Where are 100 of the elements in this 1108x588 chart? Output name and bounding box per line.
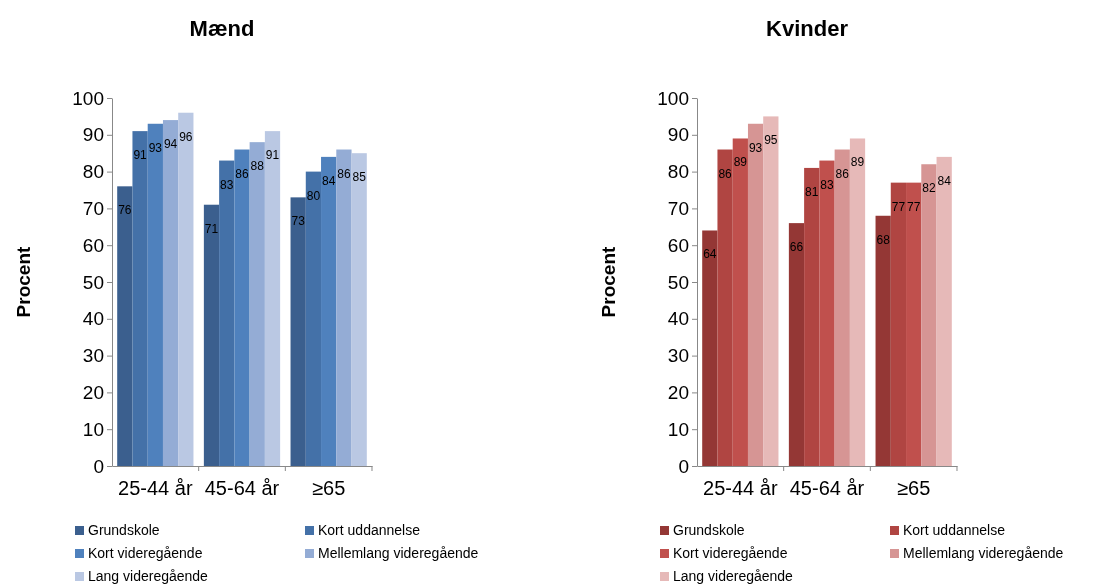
data-label: 86 bbox=[835, 166, 850, 181]
bar bbox=[203, 204, 220, 466]
bar bbox=[147, 123, 163, 466]
y-axis-title: Procent bbox=[13, 245, 34, 318]
data-label: 68 bbox=[876, 232, 891, 247]
data-label: 88 bbox=[250, 159, 265, 174]
data-label: 80 bbox=[306, 188, 321, 203]
data-label: 86 bbox=[718, 166, 733, 181]
bar bbox=[717, 149, 733, 466]
chart-title: Mænd bbox=[189, 16, 255, 41]
data-label: 96 bbox=[179, 129, 193, 144]
data-label: 82 bbox=[922, 181, 936, 196]
x-tick-label: 45-64 år bbox=[204, 477, 280, 499]
data-label: 89 bbox=[733, 155, 748, 170]
y-axis-title: Procent bbox=[598, 245, 619, 318]
x-tick-label: 25-44 år bbox=[118, 477, 193, 499]
y-tick-label: 20 bbox=[667, 381, 689, 403]
y-tick-label: 20 bbox=[82, 381, 104, 403]
bar bbox=[234, 149, 250, 466]
bar bbox=[936, 156, 952, 466]
bar bbox=[702, 230, 718, 466]
data-label: 91 bbox=[133, 148, 148, 163]
bar bbox=[906, 182, 922, 466]
legend-label: Kort uddannelse bbox=[318, 522, 421, 538]
data-label: 86 bbox=[337, 166, 351, 181]
data-label: 71 bbox=[204, 221, 219, 236]
y-tick-label: 10 bbox=[667, 418, 689, 440]
data-label: 83 bbox=[220, 177, 234, 192]
bar bbox=[921, 164, 937, 466]
bar bbox=[804, 167, 820, 466]
bar bbox=[747, 123, 764, 466]
y-tick-label: 80 bbox=[82, 161, 104, 183]
data-label: 77 bbox=[906, 199, 921, 214]
y-tick-label: 30 bbox=[82, 345, 104, 367]
y-tick-label: 40 bbox=[667, 308, 689, 330]
data-label: 89 bbox=[850, 155, 865, 170]
data-label: 94 bbox=[163, 137, 178, 152]
bar bbox=[162, 120, 179, 466]
y-tick-label: 40 bbox=[82, 308, 104, 330]
y-tick-label: 80 bbox=[667, 161, 689, 183]
y-tick-label: 10 bbox=[82, 418, 104, 440]
data-label: 95 bbox=[764, 133, 778, 148]
y-tick-label: 90 bbox=[82, 124, 104, 146]
data-label: 84 bbox=[321, 173, 336, 188]
legend-label: Lang videregående bbox=[673, 568, 794, 584]
data-label: 77 bbox=[891, 199, 906, 214]
bar bbox=[875, 215, 891, 466]
legend-label: Kort uddannelse bbox=[903, 522, 1006, 538]
bar bbox=[305, 171, 322, 466]
legend-label: Kort videregående bbox=[673, 545, 788, 561]
legend-label: Lang videregående bbox=[88, 568, 209, 584]
bar bbox=[834, 149, 850, 466]
y-tick-label: 30 bbox=[667, 345, 689, 367]
data-label: 83 bbox=[820, 177, 834, 192]
x-tick-label: ≥65 bbox=[897, 477, 931, 499]
y-tick-label: 50 bbox=[667, 271, 689, 293]
y-tick-label: 70 bbox=[82, 197, 104, 219]
bar bbox=[890, 182, 907, 466]
x-tick-label: 45-64 år bbox=[789, 477, 865, 499]
y-tick-label: 100 bbox=[72, 87, 104, 109]
y-tick-label: 60 bbox=[82, 234, 104, 256]
bar bbox=[732, 138, 748, 466]
x-tick-label: 25-44 år bbox=[703, 477, 778, 499]
chart-title: Kvinder bbox=[766, 16, 849, 41]
data-label: 86 bbox=[235, 166, 249, 181]
legend-label: Mellemlang videregående bbox=[318, 545, 479, 561]
data-label: 84 bbox=[937, 173, 952, 188]
y-tick-label: 60 bbox=[667, 234, 689, 256]
y-tick-label: 0 bbox=[678, 455, 689, 477]
data-label: 64 bbox=[703, 247, 717, 262]
bar bbox=[249, 142, 265, 466]
bar bbox=[290, 197, 306, 466]
y-tick-label: 0 bbox=[93, 455, 104, 477]
y-tick-label: 90 bbox=[667, 124, 689, 146]
bar bbox=[219, 160, 235, 466]
y-tick-label: 50 bbox=[82, 271, 104, 293]
y-tick-label: 100 bbox=[657, 87, 689, 109]
legend-label: Mellemlang videregående bbox=[903, 545, 1064, 561]
x-tick-label: ≥65 bbox=[312, 477, 346, 499]
bar bbox=[132, 131, 148, 466]
data-label: 81 bbox=[805, 184, 819, 199]
bar bbox=[117, 186, 133, 466]
y-tick-label: 70 bbox=[667, 197, 689, 219]
data-label: 91 bbox=[265, 148, 280, 163]
data-label: 93 bbox=[148, 140, 163, 155]
data-label: 93 bbox=[748, 140, 763, 155]
bar bbox=[351, 153, 367, 466]
bar bbox=[264, 131, 281, 466]
legend-label: Grundskole bbox=[88, 522, 160, 538]
legend-label: Grundskole bbox=[673, 522, 745, 538]
legend-label: Kort videregående bbox=[88, 545, 203, 561]
bar bbox=[763, 116, 779, 466]
bar bbox=[321, 156, 337, 466]
bar bbox=[819, 160, 835, 466]
bar bbox=[178, 112, 194, 466]
data-label: 73 bbox=[291, 214, 306, 229]
data-label: 66 bbox=[789, 240, 804, 255]
bar bbox=[788, 223, 805, 466]
data-label: 85 bbox=[352, 170, 367, 185]
data-label: 76 bbox=[118, 203, 132, 218]
